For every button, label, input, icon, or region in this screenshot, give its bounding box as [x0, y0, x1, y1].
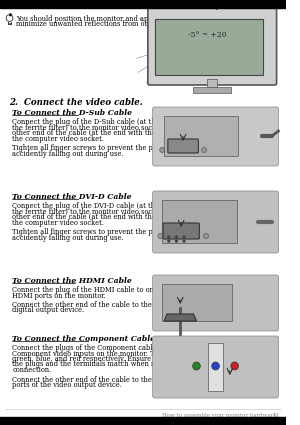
FancyBboxPatch shape [153, 107, 278, 166]
Bar [164, 116, 239, 156]
Text: 2.  Connect the video cable.: 2. Connect the video cable. [10, 98, 143, 107]
Circle shape [168, 240, 170, 242]
Text: Tighten all finger screws to prevent the plugs from: Tighten all finger screws to prevent the… [12, 144, 185, 152]
Bar [0, 0, 286, 8]
Circle shape [183, 236, 185, 238]
FancyBboxPatch shape [163, 223, 199, 239]
Text: green, blue, and red respectively. Ensure that the colors of: green, blue, and red respectively. Ensur… [12, 355, 212, 363]
Text: Connect the plug of the D-Sub cable (at the end without: Connect the plug of the D-Sub cable (at … [12, 118, 202, 126]
Text: Connect the plug of the HDMI cable to one of the two: Connect the plug of the HDMI cable to on… [12, 286, 194, 294]
Text: connection.: connection. [12, 366, 52, 374]
Text: minimize unwanted reflections from other light sources.: minimize unwanted reflections from other… [16, 20, 207, 28]
Text: Connect the plug of the DVI-D cable (at the end without: Connect the plug of the DVI-D cable (at … [12, 202, 202, 210]
Circle shape [212, 362, 219, 370]
Text: Component video inputs on the monitor. The plugs are in: Component video inputs on the monitor. T… [12, 349, 205, 357]
FancyBboxPatch shape [168, 139, 198, 153]
Polygon shape [164, 314, 197, 321]
Text: Tighten all finger screws to prevent the plugs from: Tighten all finger screws to prevent the… [12, 228, 185, 236]
FancyBboxPatch shape [153, 191, 278, 253]
Text: digital output device.: digital output device. [12, 306, 85, 314]
Text: the plugs and the terminals match when making the: the plugs and the terminals match when m… [12, 360, 190, 368]
Text: To Connect the HDMI Cable: To Connect the HDMI Cable [12, 277, 132, 285]
Bar [0, 417, 286, 425]
Text: Connect the plugs of the Component cable to the: Connect the plugs of the Component cable… [12, 344, 179, 352]
Circle shape [204, 233, 208, 238]
Bar [162, 200, 236, 243]
Text: To Connect the DVI-D Cable: To Connect the DVI-D Cable [12, 193, 132, 201]
Bar [155, 19, 263, 75]
Bar [162, 284, 232, 321]
Circle shape [231, 362, 239, 370]
Circle shape [158, 233, 163, 238]
Text: To Connect the D-Sub Cable: To Connect the D-Sub Cable [12, 109, 132, 117]
Text: the computer video socket.: the computer video socket. [12, 218, 104, 227]
Circle shape [160, 147, 164, 153]
Circle shape [176, 240, 177, 242]
Text: the ferrite filter) to the monitor video socket. Connect the: the ferrite filter) to the monitor video… [12, 207, 208, 215]
FancyBboxPatch shape [153, 336, 278, 398]
Text: To Connect the Component Cable: To Connect the Component Cable [12, 335, 155, 343]
Text: accidently falling out during use.: accidently falling out during use. [12, 233, 124, 241]
Text: the ferrite filter) to the monitor video socket. Connect the: the ferrite filter) to the monitor video… [12, 124, 208, 131]
Bar [207, 79, 217, 87]
FancyBboxPatch shape [153, 275, 278, 331]
Text: the computer video socket.: the computer video socket. [12, 134, 104, 142]
Text: You should position the monitor and angle the screen to: You should position the monitor and angl… [16, 15, 206, 23]
Circle shape [193, 362, 200, 370]
Text: ports of the video output device.: ports of the video output device. [12, 381, 122, 389]
Text: Connect the other end of the cable to the HDMI port of a: Connect the other end of the cable to th… [12, 301, 206, 309]
Circle shape [176, 236, 177, 238]
Text: How to assemble your monitor hardware: How to assemble your monitor hardware [162, 413, 277, 418]
Text: accidently falling out during use.: accidently falling out during use. [12, 150, 124, 158]
Circle shape [183, 240, 185, 242]
Text: HDMI ports on the monitor.: HDMI ports on the monitor. [12, 292, 106, 300]
Circle shape [168, 236, 170, 238]
Text: other end of the cable (at the end with the ferrite filter) to: other end of the cable (at the end with … [12, 129, 210, 137]
Circle shape [202, 147, 206, 153]
FancyBboxPatch shape [148, 5, 277, 85]
Text: other end of the cable (at the end with the ferrite filter) to: other end of the cable (at the end with … [12, 213, 210, 221]
Bar [193, 87, 231, 93]
Bar [208, 343, 223, 391]
Text: 11: 11 [272, 413, 279, 418]
Text: Connect the other end of the cable to the Component: Connect the other end of the cable to th… [12, 376, 193, 383]
Text: -5° ~ +20: -5° ~ +20 [188, 31, 226, 39]
